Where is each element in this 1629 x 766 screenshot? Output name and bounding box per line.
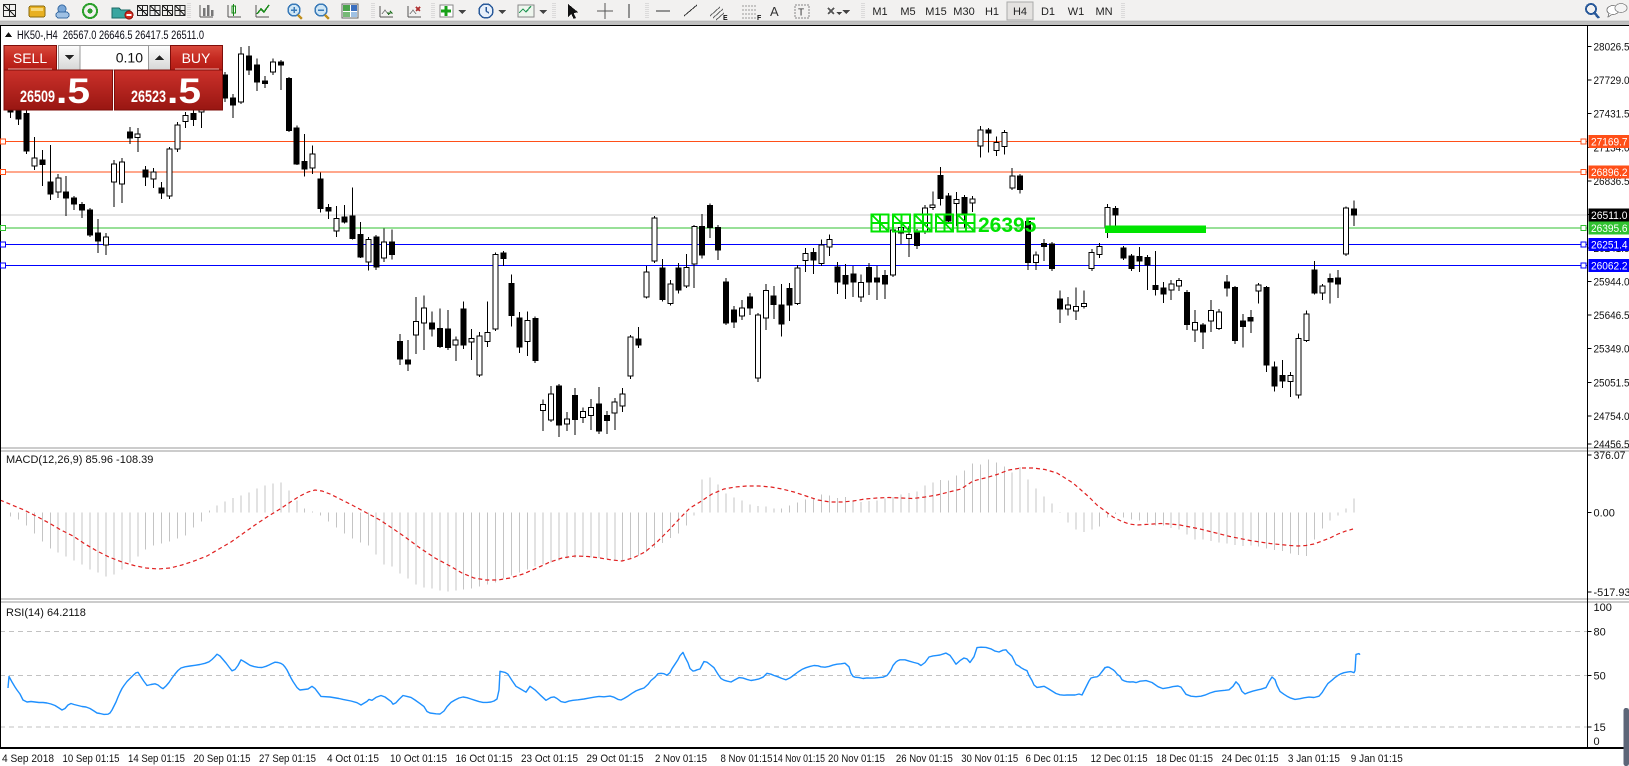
svg-text:26523: 26523 (131, 87, 166, 106)
svg-text:80: 80 (1594, 627, 1606, 639)
svg-text:27431.5: 27431.5 (1594, 109, 1629, 121)
svg-text:25944.0: 25944.0 (1594, 277, 1629, 289)
svg-text:10 Sep 01:15: 10 Sep 01:15 (63, 753, 120, 765)
svg-text:T: T (798, 8, 804, 19)
svg-text:M5: M5 (900, 6, 915, 18)
svg-text:26395: 26395 (978, 214, 1037, 237)
svg-text:27729.0: 27729.0 (1594, 75, 1629, 87)
svg-text:2 Nov 01:15: 2 Nov 01:15 (655, 753, 707, 765)
svg-text:15: 15 (1594, 722, 1606, 734)
svg-text:3 Jan 01:15: 3 Jan 01:15 (1288, 753, 1340, 765)
svg-text:20 Nov 01:15: 20 Nov 01:15 (828, 753, 885, 765)
svg-text:HK50-,H4 26567.0 26646.5 2641: HK50-,H4 26567.0 26646.5 26417.5 26511.0 (17, 30, 204, 42)
svg-text:14 Sep 01:15: 14 Sep 01:15 (128, 753, 185, 765)
svg-text:A: A (770, 4, 779, 19)
svg-text:26251.4: 26251.4 (1591, 240, 1628, 252)
svg-text:0: 0 (1594, 736, 1600, 748)
svg-text:26395.6: 26395.6 (1591, 223, 1628, 235)
svg-text:24754.0: 24754.0 (1594, 411, 1629, 423)
svg-text:26511.0: 26511.0 (1591, 210, 1628, 222)
svg-text:25051.5: 25051.5 (1594, 377, 1629, 389)
svg-text:28026.5: 28026.5 (1594, 42, 1629, 54)
svg-text:26062.2: 26062.2 (1591, 261, 1628, 273)
svg-text:RSI(14) 64.2118: RSI(14) 64.2118 (6, 607, 86, 619)
svg-text:SELL: SELL (13, 50, 47, 66)
svg-text:4 Sep 2018: 4 Sep 2018 (2, 753, 54, 765)
svg-text:8 Nov 01:15: 8 Nov 01:15 (721, 753, 773, 765)
svg-text:29 Oct 01:15: 29 Oct 01:15 (587, 753, 644, 765)
svg-text:H4: H4 (1013, 6, 1027, 18)
svg-text:BUY: BUY (182, 50, 211, 66)
svg-text:6 Dec 01:15: 6 Dec 01:15 (1026, 753, 1078, 765)
svg-text:D1: D1 (1041, 6, 1055, 18)
svg-text:14 Nov 01:15: 14 Nov 01:15 (773, 753, 825, 765)
svg-text:4 Oct 01:15: 4 Oct 01:15 (327, 753, 379, 765)
svg-text:26 Nov 01:15: 26 Nov 01:15 (896, 753, 953, 765)
svg-text:0.00: 0.00 (1594, 508, 1615, 520)
svg-text:100: 100 (1594, 602, 1612, 614)
svg-text:30 Nov 01:15: 30 Nov 01:15 (961, 753, 1018, 765)
svg-text:0.10: 0.10 (116, 50, 143, 66)
svg-text:25646.5: 25646.5 (1594, 310, 1629, 322)
svg-text:.5: .5 (167, 72, 201, 111)
svg-text:10 Oct 01:15: 10 Oct 01:15 (390, 753, 447, 765)
svg-text:M30: M30 (953, 6, 974, 18)
svg-text:.5: .5 (56, 72, 90, 111)
svg-text:26896.2: 26896.2 (1591, 167, 1628, 179)
svg-text:24456.5: 24456.5 (1594, 439, 1629, 451)
svg-text:27 Sep 01:15: 27 Sep 01:15 (259, 753, 316, 765)
svg-text:MN: MN (1095, 6, 1112, 18)
svg-text:25349.0: 25349.0 (1594, 344, 1629, 356)
svg-text:MACD(12,26,9) 85.96 -108.39: MACD(12,26,9) 85.96 -108.39 (6, 454, 153, 466)
svg-text:-517.93: -517.93 (1594, 587, 1629, 599)
svg-text:18 Dec 01:15: 18 Dec 01:15 (1156, 753, 1213, 765)
svg-text:16 Oct 01:15: 16 Oct 01:15 (456, 753, 513, 765)
svg-text:M15: M15 (925, 6, 946, 18)
svg-text:26509: 26509 (20, 87, 55, 106)
svg-text:9 Jan 01:15: 9 Jan 01:15 (1351, 753, 1403, 765)
svg-text:26836.5: 26836.5 (1594, 176, 1629, 188)
svg-text:23 Oct 01:15: 23 Oct 01:15 (521, 753, 578, 765)
svg-text:50: 50 (1594, 671, 1606, 683)
svg-text:12 Dec 01:15: 12 Dec 01:15 (1091, 753, 1148, 765)
svg-text:27169.7: 27169.7 (1591, 137, 1628, 149)
svg-text:24 Dec 01:15: 24 Dec 01:15 (1222, 753, 1279, 765)
svg-text:376.07: 376.07 (1594, 450, 1626, 462)
svg-text:20 Sep 01:15: 20 Sep 01:15 (194, 753, 251, 765)
svg-text:H1: H1 (985, 6, 999, 18)
svg-text:F: F (757, 15, 762, 22)
svg-text:W1: W1 (1068, 6, 1085, 18)
svg-text:M1: M1 (872, 6, 887, 18)
svg-text:E: E (723, 15, 728, 22)
